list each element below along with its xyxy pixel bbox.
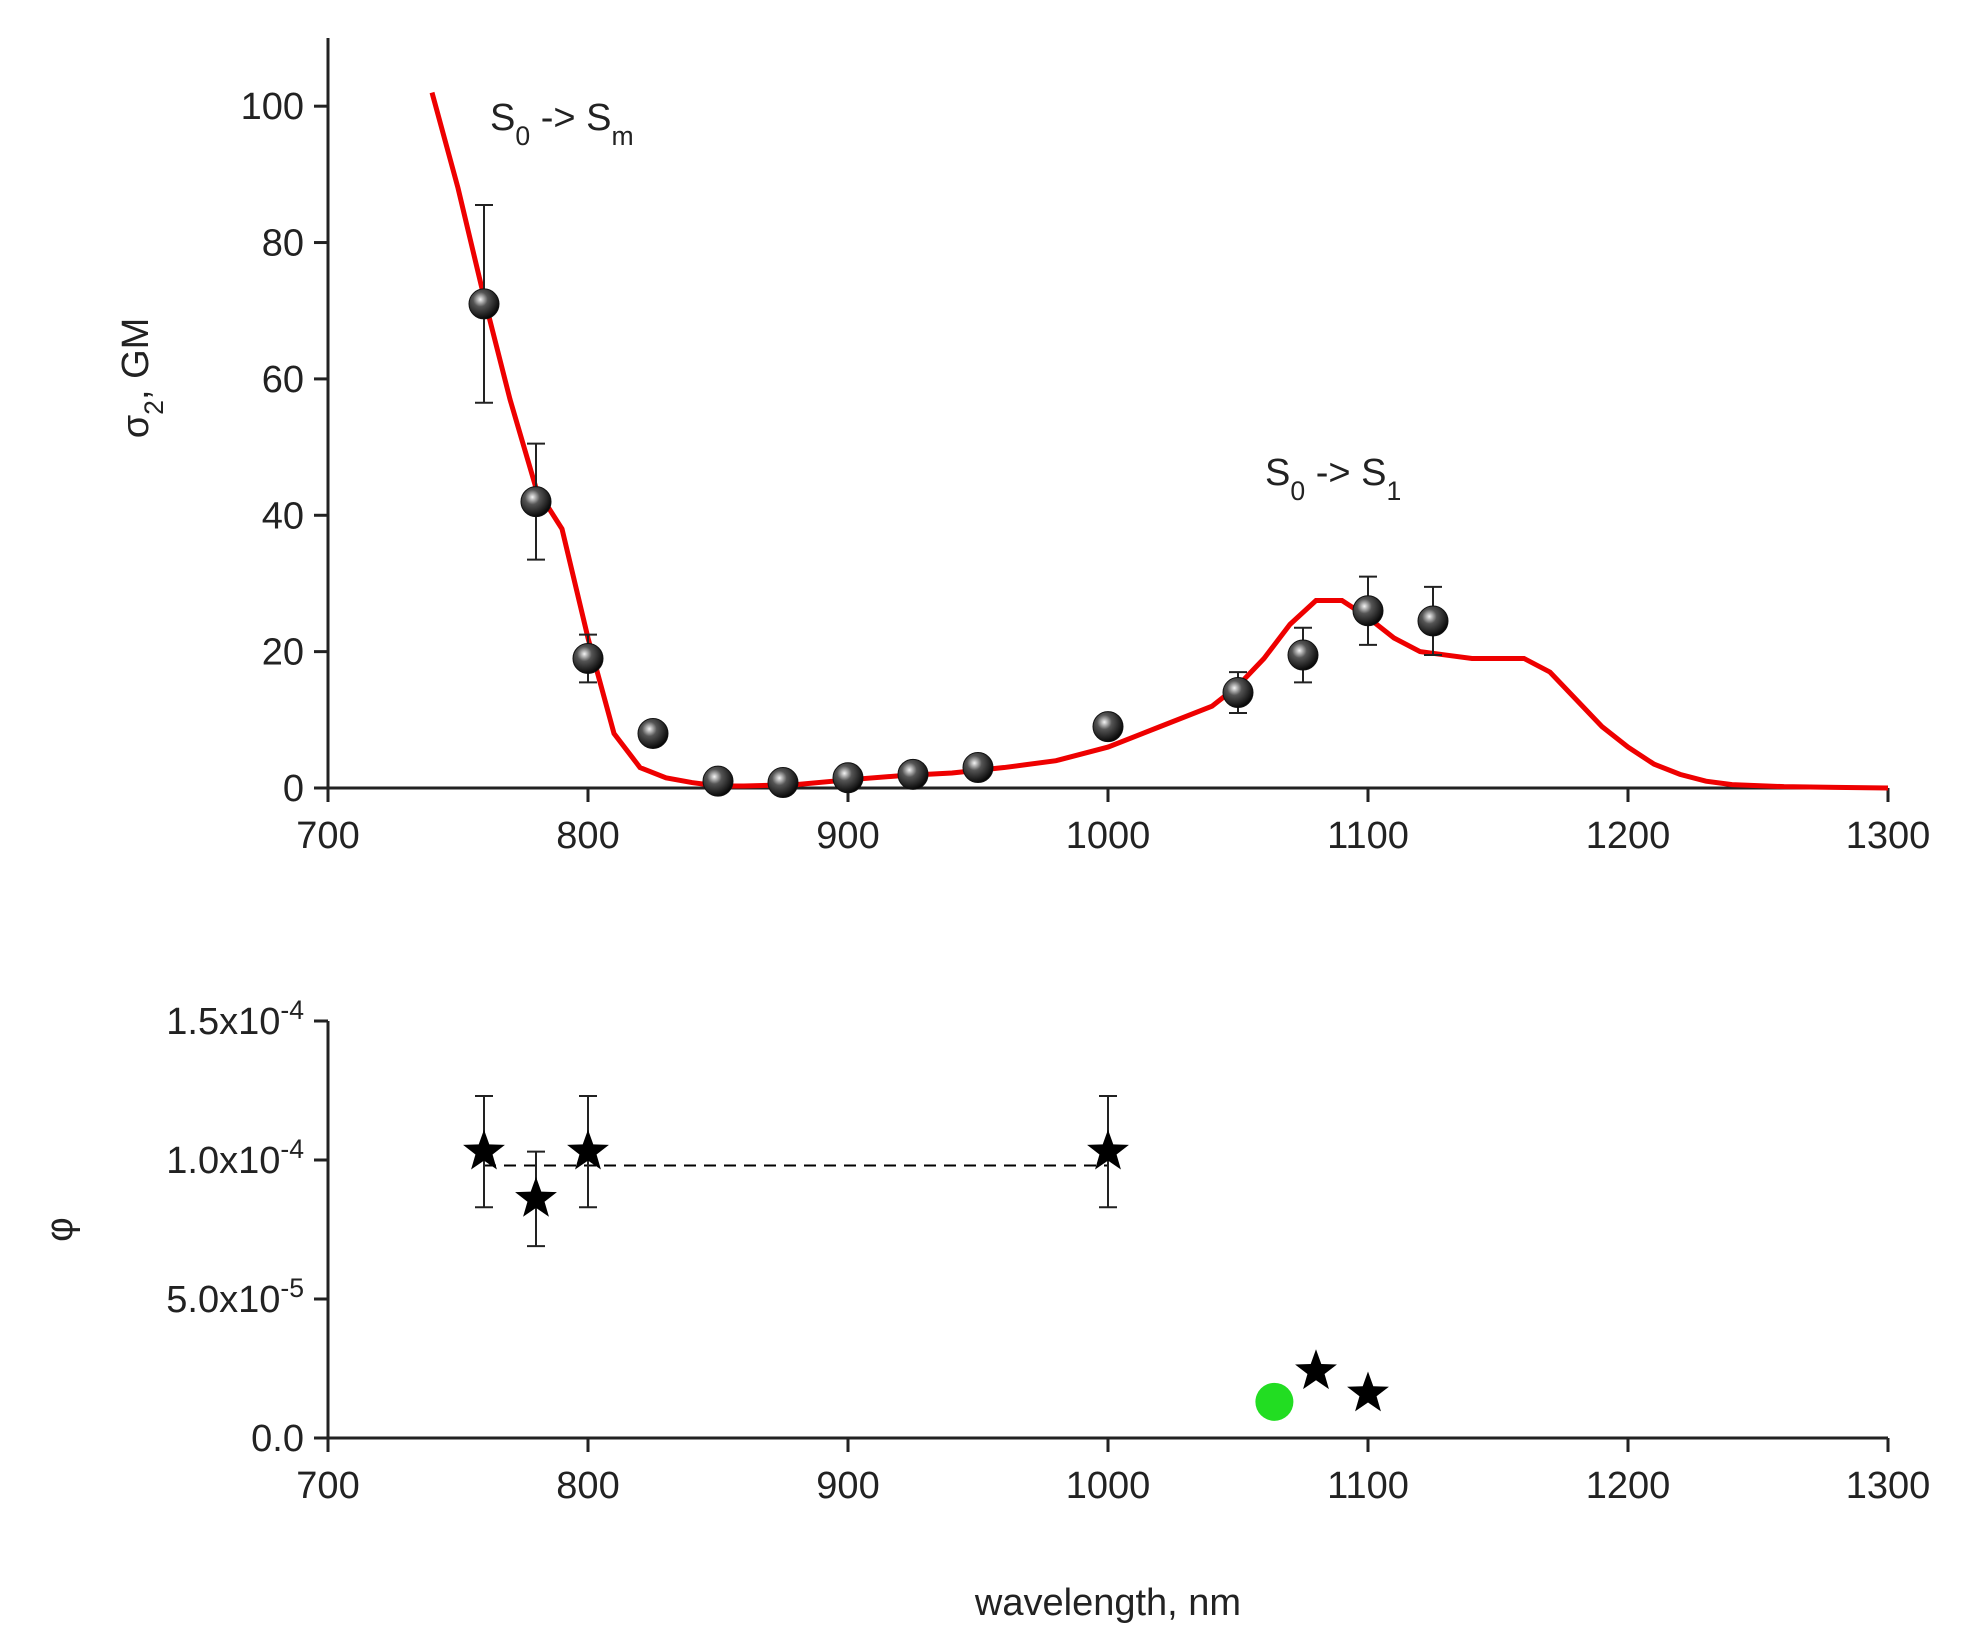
- y-tick-label: 40: [262, 495, 304, 537]
- y-tick-label: 100: [241, 86, 304, 128]
- point: [1417, 605, 1449, 637]
- text-part: -4: [280, 995, 304, 1025]
- text-part: -4: [280, 1134, 304, 1164]
- point: [702, 765, 734, 797]
- x-tick-label: 700: [296, 815, 359, 857]
- y-tick-label: 0.0: [251, 1418, 304, 1460]
- point: [1287, 639, 1319, 671]
- point: [897, 758, 929, 790]
- annotation: S0 -> Sm: [490, 97, 634, 151]
- annotation: S0 -> S1: [1265, 452, 1401, 506]
- y-tick-label: 5.0x10-5: [166, 1273, 304, 1321]
- x-tick-label: 1100: [1327, 815, 1409, 857]
- x-tick-label: 700: [296, 1465, 359, 1507]
- text-part: S: [1265, 452, 1290, 494]
- y-axis-label: φ: [39, 1217, 81, 1242]
- point: [567, 1129, 609, 1170]
- text-part: 1.0x10: [166, 1140, 280, 1182]
- text-part: 0: [515, 121, 530, 151]
- x-axis-label: wavelength, nm: [974, 1582, 1241, 1624]
- text-part: -> S: [1305, 452, 1386, 494]
- x-tick-label: 900: [816, 1465, 879, 1507]
- x-tick-label: 1000: [1066, 1465, 1151, 1507]
- point: [468, 288, 500, 320]
- point: [1087, 1129, 1129, 1170]
- point: [1347, 1371, 1389, 1412]
- point: [637, 717, 669, 749]
- text-part: 2: [139, 400, 169, 415]
- text-part: 0: [1290, 476, 1305, 506]
- point: [1295, 1349, 1337, 1390]
- x-tick-label: 800: [556, 1465, 619, 1507]
- x-tick-label: 1300: [1846, 1465, 1931, 1507]
- curve: [429, 91, 1889, 791]
- text-part: , GM: [115, 318, 157, 400]
- text-part: σ: [115, 415, 157, 438]
- x-tick-label: 1100: [1327, 1465, 1409, 1507]
- point: [463, 1129, 505, 1170]
- x-tick-label: 1300: [1846, 815, 1931, 857]
- x-tick-label: 800: [556, 815, 619, 857]
- point: [515, 1176, 557, 1217]
- text-part: φ: [39, 1217, 81, 1242]
- y-axis-label: σ2, GM: [115, 318, 169, 439]
- y-tick-label: 20: [262, 632, 304, 674]
- text-part: 1.5x10: [166, 1001, 280, 1043]
- point: [1255, 1382, 1294, 1421]
- y-tick-label: 1.0x10-4: [166, 1134, 304, 1182]
- point: [832, 762, 864, 794]
- x-tick-label: 900: [816, 815, 879, 857]
- point: [1092, 711, 1124, 743]
- y-tick-label: 1.5x10-4: [166, 995, 304, 1043]
- point: [767, 767, 799, 799]
- point: [520, 486, 552, 518]
- x-tick-label: 1200: [1586, 815, 1671, 857]
- y-tick-label: 80: [262, 223, 304, 265]
- text-part: S: [490, 97, 515, 139]
- text-part: 0.0: [251, 1418, 304, 1460]
- point: [962, 752, 994, 784]
- text-part: 5.0x10: [166, 1279, 280, 1321]
- text-part: m: [611, 121, 633, 151]
- text-part: 1: [1386, 476, 1401, 506]
- y-tick-label: 0: [283, 768, 304, 810]
- point: [1352, 595, 1384, 627]
- text-part: -> S: [530, 97, 611, 139]
- y-tick-label: 60: [262, 359, 304, 401]
- point: [1222, 677, 1254, 709]
- x-tick-label: 1000: [1066, 815, 1151, 857]
- x-tick-label: 1200: [1586, 1465, 1671, 1507]
- point: [572, 642, 604, 674]
- text-part: -5: [280, 1273, 304, 1303]
